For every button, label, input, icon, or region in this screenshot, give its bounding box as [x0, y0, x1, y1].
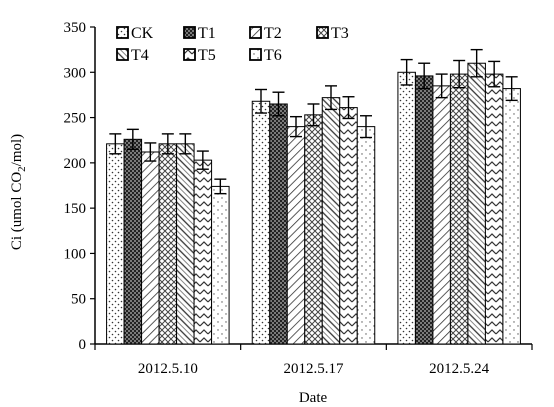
y-tick-label: 250	[64, 111, 87, 127]
bar	[141, 151, 160, 345]
x-tick-label: 2012.5.24	[429, 361, 490, 377]
y-title-subscript: 2	[16, 166, 28, 172]
bar	[502, 88, 521, 345]
legend-swatch	[249, 48, 262, 61]
bar	[467, 62, 486, 345]
bar	[251, 100, 271, 345]
legend-label: T1	[198, 25, 216, 42]
y-tick-label: 350	[64, 20, 87, 36]
bar	[193, 159, 213, 345]
bar	[414, 75, 434, 345]
y-tick-label: 50	[71, 292, 86, 308]
axes: 0 50 100 150 200 250 300 350 2012.5.10 2012.5.17 2…	[64, 20, 533, 377]
bar	[397, 71, 416, 345]
y-tick-label: 100	[64, 246, 87, 262]
legend-swatch	[249, 26, 262, 39]
legend-label: T6	[264, 47, 282, 64]
bar	[321, 97, 341, 345]
x-tick-label: 2012.5.10	[138, 361, 198, 377]
legend: CK T1 T2 T3 T4 T5 T6	[116, 25, 349, 64]
legend-swatch	[116, 48, 129, 61]
y-title-main: Ci (umol CO	[9, 172, 25, 251]
y-axis-title: Ci (umol CO2/mol)	[9, 134, 28, 250]
legend-label: T5	[198, 47, 216, 64]
bar	[339, 107, 358, 345]
bar	[449, 73, 469, 345]
legend-label: T2	[264, 25, 282, 42]
x-axis-title: Date	[299, 390, 328, 406]
bar	[269, 103, 288, 345]
bar	[158, 143, 178, 345]
bars-group	[106, 48, 521, 345]
bar	[432, 85, 451, 345]
bar	[484, 73, 504, 345]
y-tick-label: 300	[64, 65, 87, 81]
x-tick-label: 2012.5.17	[284, 361, 345, 377]
bar	[176, 143, 195, 345]
bar	[123, 138, 143, 345]
bar	[211, 185, 230, 345]
bar	[304, 114, 323, 345]
legend-swatch	[316, 26, 329, 39]
y-tick-label: 0	[79, 337, 87, 353]
y-tick-label: 200	[64, 156, 87, 172]
bar	[356, 126, 376, 345]
legend-swatch	[183, 26, 196, 39]
legend-swatch	[116, 26, 129, 39]
bar	[106, 143, 125, 345]
legend-label: T4	[131, 47, 149, 64]
y-tick-label: 150	[64, 201, 87, 217]
bar	[286, 126, 306, 345]
y-title-tail: /mol)	[9, 134, 25, 167]
legend-swatch	[183, 48, 196, 61]
legend-label: CK	[131, 25, 154, 42]
legend-label: T3	[331, 25, 349, 42]
